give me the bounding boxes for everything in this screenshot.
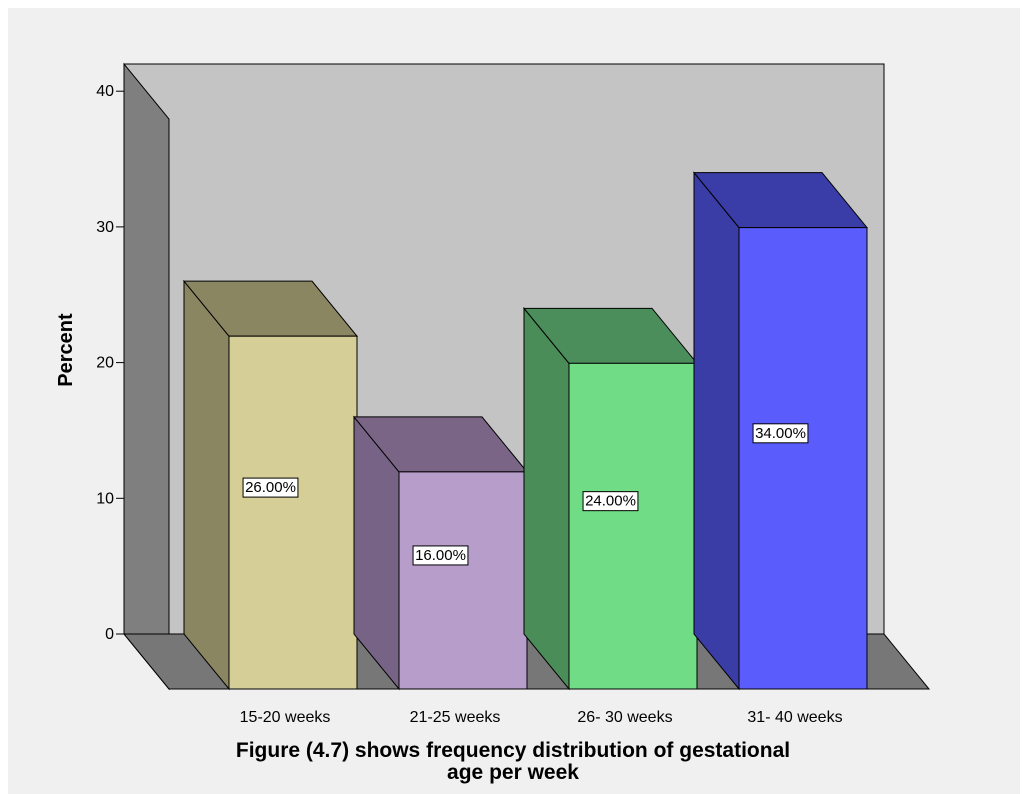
y-tick-label: 30 — [96, 219, 114, 236]
data-label-text: 24.00% — [585, 493, 636, 510]
figure-caption: Figure (4.7) shows frequency distributio… — [0, 740, 1026, 784]
bar — [228, 335, 358, 690]
x-category-label: 26- 30 weeks — [577, 709, 672, 726]
x-axis-categories: 15-20 weeks 21-25 weeks 26- 30 weeks 31- 40… — [240, 709, 843, 726]
data-label-box — [752, 423, 809, 444]
data-label: 16.00% — [412, 545, 469, 566]
data-label-box — [412, 545, 469, 566]
x-category-label: 31- 40 weeks — [747, 709, 842, 726]
bar — [738, 227, 868, 690]
bars — [182, 171, 869, 691]
bar — [568, 362, 698, 690]
data-label-text: 26.00% — [245, 479, 296, 496]
bar — [398, 471, 528, 690]
data-label: 26.00% — [242, 477, 299, 498]
bar-side — [693, 171, 740, 691]
bar-side — [523, 306, 570, 691]
data-label: 34.00% — [752, 423, 809, 444]
y-axis-title: Percent — [55, 313, 77, 387]
x-category-label: 15-20 weeks — [240, 709, 331, 726]
y-tick-label: 40 — [96, 83, 114, 100]
y-tick-label: 10 — [96, 490, 114, 507]
y-tick-label: 0 — [105, 626, 114, 643]
data-label-box — [582, 491, 639, 512]
caption-line-2: age per week — [447, 761, 579, 784]
y-tick-label: 20 — [96, 355, 114, 372]
data-label-box — [242, 477, 299, 498]
data-label-text: 16.00% — [415, 547, 466, 564]
y-axis: 0 10 20 30 40 — [96, 83, 124, 643]
x-category-label: 21-25 weeks — [410, 709, 501, 726]
bar-side — [183, 279, 230, 691]
bar-chart: 0 10 20 30 40 26.00% 16.00% 24.00% 34.00% 15-20… — [55, 62, 931, 726]
left-wall — [123, 62, 170, 691]
data-label-text: 34.00% — [755, 425, 806, 442]
data-labels: 26.00% 16.00% 24.00% 34.00% — [242, 423, 809, 566]
caption-line-1: Figure (4.7) shows frequency distributio… — [235, 739, 791, 762]
data-label: 24.00% — [582, 491, 639, 512]
